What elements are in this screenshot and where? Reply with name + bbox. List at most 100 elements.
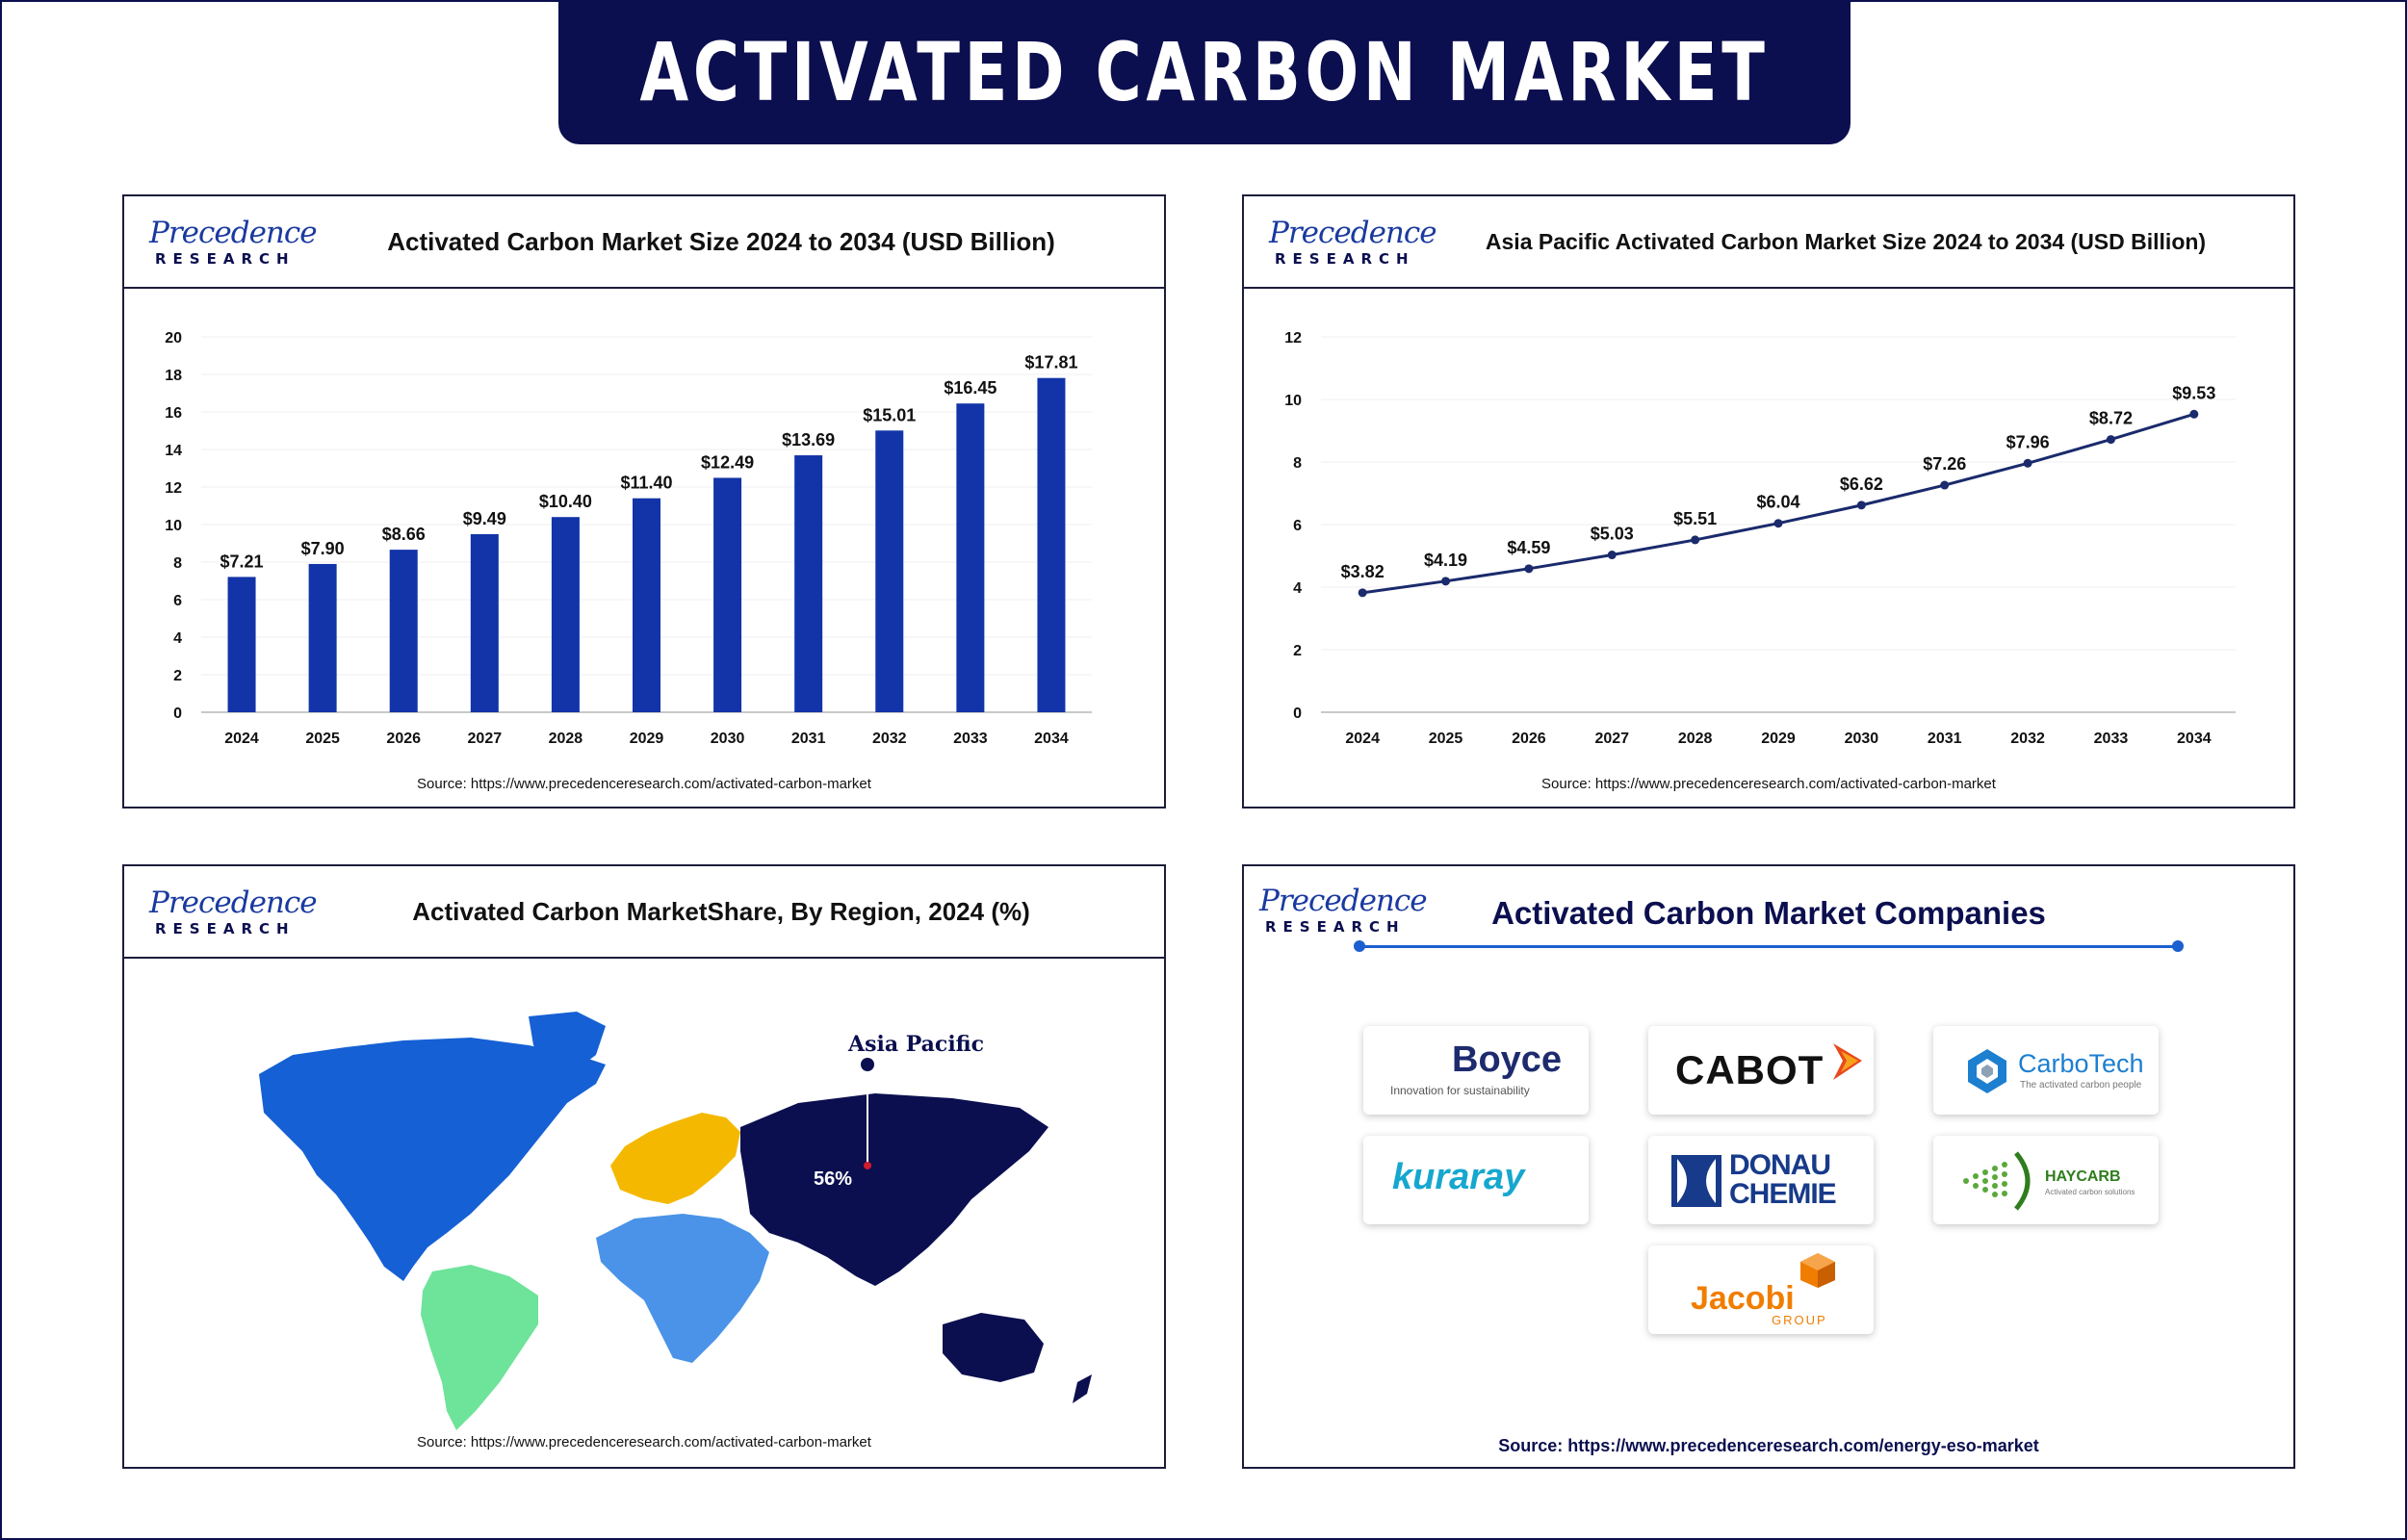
data-point	[1358, 588, 1367, 598]
x-tick-label: 2032	[872, 731, 907, 747]
companies-title: Activated Carbon Market Companies	[1491, 895, 2046, 931]
x-tick-label: 2027	[468, 731, 503, 747]
company-card-carbotech: CarboTech The activated carbon people	[1933, 1026, 2159, 1115]
company-card-haycarb: HAYCARB Activated carbon solutions	[1933, 1136, 2159, 1224]
company-card-cabot: CABOT	[1648, 1026, 1874, 1115]
donau-logo-line1: DONAU	[1729, 1149, 1831, 1181]
x-tick-label: 2024	[224, 731, 259, 747]
data-point	[2106, 435, 2115, 445]
data-point	[1607, 551, 1617, 560]
region-oceania	[943, 1313, 1044, 1382]
y-tick-label: 16	[165, 405, 182, 422]
x-tick-label: 2029	[1761, 731, 1796, 747]
x-tick-label: 2024	[1345, 731, 1380, 747]
point-value-label: $9.53	[2172, 383, 2215, 402]
company-card-boyce: Boyce Innovation for sustainability	[1363, 1026, 1589, 1115]
donau-logo-line2: CHEMIE	[1729, 1178, 1837, 1210]
title-underline	[1359, 945, 2178, 948]
boyce-logo: Boyce	[1452, 1040, 1563, 1080]
bar	[713, 477, 742, 712]
y-tick-label: 2	[1293, 643, 1302, 659]
x-tick-label: 2034	[2177, 731, 2212, 747]
precedence-logo: Precedence RESEARCH	[149, 216, 318, 270]
bar-value-label: $7.21	[220, 552, 264, 571]
carbotech-logo: CarboTech	[2018, 1049, 2144, 1078]
x-tick-label: 2025	[1429, 731, 1463, 747]
data-point	[2023, 458, 2032, 468]
point-value-label: $4.19	[1424, 551, 1467, 570]
y-tick-label: 18	[165, 368, 182, 384]
haycarb-tagline: Activated carbon solutions	[2045, 1188, 2135, 1196]
point-value-label: $6.62	[1840, 475, 1883, 494]
x-tick-label: 2029	[630, 731, 664, 747]
line-chart-panel: Precedence RESEARCH Asia Pacific Activat…	[1242, 194, 2295, 808]
x-tick-label: 2026	[1512, 731, 1546, 747]
y-tick-label: 2	[173, 668, 182, 684]
y-tick-label: 8	[1293, 455, 1302, 472]
bar	[1037, 377, 1066, 712]
bar-value-label: $16.45	[944, 378, 996, 398]
x-tick-label: 2033	[2094, 731, 2129, 747]
underline-dot-right	[2172, 940, 2184, 952]
y-tick-label: 14	[165, 443, 182, 459]
x-tick-label: 2026	[386, 731, 421, 747]
region-asia-pacific	[740, 1093, 1048, 1286]
x-tick-label: 2031	[791, 731, 826, 747]
bar-value-label: $9.49	[463, 509, 506, 528]
map-title: Activated Carbon MarketShare, By Region,…	[412, 896, 1030, 926]
company-card-kuraray: kuraray	[1363, 1136, 1589, 1224]
bar-value-label: $11.40	[620, 474, 672, 493]
logo-line2: RESEARCH	[155, 920, 296, 937]
point-value-label: $6.04	[1756, 493, 1799, 512]
y-tick-label: 6	[1293, 518, 1302, 534]
line-chart: 0 2 4 6 8 10 12 $3.82 2024 $4.19 2025 $4.59 2026 $5.0…	[1284, 330, 2236, 747]
data-point	[2189, 409, 2199, 419]
logo-line1: Precedence	[149, 216, 318, 250]
bar	[389, 550, 418, 712]
y-tick-label: 20	[165, 330, 182, 346]
line-chart-source: Source: https://www.precedenceresearch.c…	[1541, 776, 1996, 792]
point-value-label: $4.59	[1507, 538, 1550, 557]
x-tick-label: 2028	[1678, 731, 1713, 747]
data-point	[1856, 500, 1866, 510]
jacobi-cube-icon	[1800, 1253, 1835, 1288]
y-tick-label: 4	[173, 630, 182, 647]
page-title: ACTIVATED CARBON MARKET	[639, 25, 1770, 119]
region-greenland	[529, 1012, 606, 1069]
title-banner: ACTIVATED CARBON MARKET	[558, 0, 1851, 144]
bar-chart-source: Source: https://www.precedenceresearch.c…	[417, 776, 871, 792]
precedence-logo: Precedence RESEARCH	[1269, 216, 1437, 270]
precedence-logo: Precedence RESEARCH	[149, 886, 318, 939]
y-tick-label: 4	[1293, 580, 1302, 597]
point-value-label: $7.26	[1923, 454, 1966, 474]
bar	[308, 563, 337, 712]
y-tick-label: 12	[165, 480, 182, 497]
company-card-donau-chemie: DONAU CHEMIE	[1648, 1136, 1874, 1224]
data-point	[1524, 564, 1534, 574]
carbotech-tagline: The activated carbon people	[2020, 1080, 2142, 1091]
bar	[794, 455, 823, 712]
companies-panel: Precedence RESEARCH Activated Carbon Mar…	[1242, 864, 2295, 1469]
region-europe	[610, 1113, 740, 1204]
y-tick-label: 8	[173, 555, 182, 572]
point-value-label: $5.03	[1591, 525, 1634, 544]
y-tick-label: 10	[1284, 393, 1302, 409]
kuraray-logo: kuraray	[1392, 1157, 1525, 1197]
x-tick-label: 2025	[305, 731, 340, 747]
x-tick-label: 2028	[549, 731, 583, 747]
point-value-label: $3.82	[1341, 562, 1385, 581]
map-panel: Precedence RESEARCH Activated Carbon Mar…	[122, 864, 1166, 1469]
region-north-america	[259, 1038, 606, 1281]
bar-value-label: $12.49	[701, 452, 754, 472]
world-map	[259, 1012, 1092, 1430]
bar	[956, 403, 985, 712]
panel-header: Precedence RESEARCH Activated Carbon Mar…	[124, 196, 1164, 289]
x-tick-label: 2030	[1845, 731, 1879, 747]
data-point	[1773, 519, 1783, 528]
cabot-logo: CABOT	[1675, 1047, 1825, 1092]
data-point	[1441, 577, 1451, 586]
map-highlight-value: 56%	[814, 1168, 853, 1190]
bar-chart-title: Activated Carbon Market Size 2024 to 203…	[387, 226, 1055, 256]
line-chart-title: Asia Pacific Activated Carbon Market Siz…	[1485, 228, 2207, 254]
boyce-tagline: Innovation for sustainability	[1390, 1084, 1530, 1097]
